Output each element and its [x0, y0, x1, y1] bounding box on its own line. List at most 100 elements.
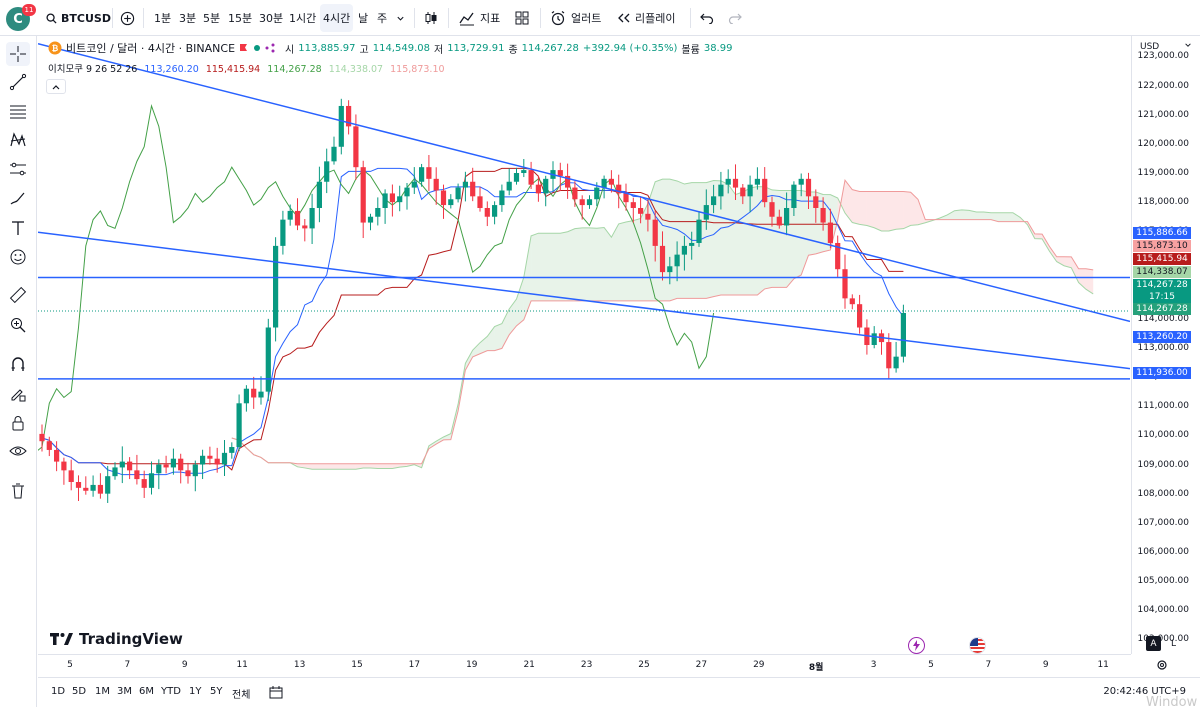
emoji-tool[interactable] — [6, 245, 30, 269]
range-6m[interactable]: 6M — [139, 686, 154, 697]
candle[interactable] — [404, 187, 410, 197]
candle[interactable] — [214, 458, 220, 465]
candle[interactable] — [769, 202, 775, 217]
goto-date-button[interactable] — [269, 685, 283, 702]
candle[interactable] — [419, 167, 425, 182]
candle[interactable] — [886, 342, 892, 369]
candle[interactable] — [718, 184, 724, 197]
layout-button[interactable] — [515, 0, 529, 36]
candle[interactable] — [835, 242, 841, 270]
chart-type-button[interactable] — [423, 0, 439, 36]
interval-week[interactable]: 주 — [377, 12, 388, 25]
candle[interactable] — [178, 458, 184, 471]
candle[interactable] — [776, 216, 782, 226]
pattern-tool[interactable] — [6, 128, 30, 152]
projection-tool[interactable] — [6, 157, 30, 181]
chart-pane[interactable] — [38, 36, 1130, 654]
event-flash-icon[interactable] — [908, 637, 925, 654]
candle[interactable] — [462, 181, 468, 188]
candle[interactable] — [273, 245, 279, 328]
candle[interactable] — [711, 196, 717, 206]
candle[interactable] — [827, 222, 833, 243]
candle[interactable] — [207, 455, 213, 459]
range-1d[interactable]: 1D — [51, 686, 66, 697]
candle[interactable] — [97, 484, 103, 494]
candle[interactable] — [900, 312, 906, 357]
candle[interactable] — [75, 482, 82, 488]
candle[interactable] — [681, 245, 687, 255]
candle[interactable] — [521, 170, 527, 174]
candle[interactable] — [630, 202, 636, 208]
candle[interactable] — [696, 219, 702, 243]
candle[interactable] — [302, 225, 308, 229]
interval-1m[interactable]: 1분 — [154, 12, 172, 25]
candle[interactable] — [594, 187, 600, 200]
candle[interactable] — [659, 245, 666, 273]
candle[interactable] — [448, 199, 454, 206]
trendline[interactable] — [38, 43, 1130, 323]
candle[interactable] — [645, 213, 651, 220]
range-all[interactable]: 전체 — [232, 690, 251, 701]
candle[interactable] — [411, 181, 417, 188]
candle[interactable] — [784, 207, 790, 226]
text-tool[interactable] — [6, 216, 30, 240]
candle[interactable] — [477, 196, 483, 208]
candle[interactable] — [747, 184, 753, 197]
alert-button[interactable]: 얼러트 — [550, 0, 601, 36]
candle[interactable] — [543, 178, 549, 194]
candle[interactable] — [732, 178, 739, 188]
fib-tool[interactable] — [6, 99, 30, 123]
candle[interactable] — [185, 470, 191, 477]
candle[interactable] — [61, 461, 67, 471]
candle[interactable] — [192, 464, 198, 477]
candle[interactable] — [762, 178, 768, 203]
candle[interactable] — [200, 455, 206, 465]
candle[interactable] — [791, 184, 797, 208]
candle[interactable] — [499, 190, 505, 206]
replay-button[interactable]: 리플레이 — [617, 0, 675, 36]
lock-all-tool[interactable] — [6, 411, 30, 435]
candle[interactable] — [638, 207, 644, 214]
candle[interactable] — [754, 178, 760, 185]
candle[interactable] — [39, 433, 45, 442]
interval-dropdown[interactable] — [396, 0, 405, 36]
candle[interactable] — [243, 388, 249, 404]
crosshair-tool[interactable] — [6, 42, 30, 66]
time-axis-settings[interactable] — [1156, 659, 1168, 674]
candle[interactable] — [813, 196, 819, 208]
candle[interactable] — [440, 190, 447, 206]
candle[interactable] — [54, 449, 60, 462]
candle[interactable] — [535, 184, 541, 194]
candle[interactable] — [221, 452, 228, 465]
candle[interactable] — [586, 199, 593, 206]
candle[interactable] — [608, 178, 614, 185]
candle[interactable] — [674, 254, 680, 267]
brush-tool[interactable] — [6, 186, 30, 210]
candle[interactable] — [857, 304, 863, 328]
interval-4h[interactable]: 4시간 — [320, 4, 354, 32]
range-5y[interactable]: 5Y — [210, 686, 223, 697]
candle[interactable] — [484, 207, 490, 217]
zoom-tool[interactable] — [6, 313, 30, 337]
interval-15m[interactable]: 15분 — [228, 12, 253, 25]
candle[interactable] — [397, 196, 403, 203]
currency-selector[interactable]: USD — [1140, 41, 1192, 52]
candle[interactable] — [513, 173, 520, 182]
trendline-tool[interactable] — [6, 70, 30, 94]
candle[interactable] — [141, 479, 147, 488]
candle[interactable] — [287, 210, 293, 220]
candle[interactable] — [127, 461, 133, 471]
candle[interactable] — [331, 146, 337, 162]
time-axis[interactable]: 5 7 9 11 13 15 17 19 21 23 25 27 29 8월 3 5 7 9 11 — [38, 654, 1131, 676]
candle[interactable] — [389, 193, 395, 203]
candle[interactable] — [601, 178, 607, 188]
candle[interactable] — [725, 178, 731, 185]
candle[interactable] — [433, 178, 439, 191]
candle[interactable] — [667, 266, 673, 273]
candle[interactable] — [294, 210, 301, 226]
candle[interactable] — [105, 476, 111, 494]
candle[interactable] — [338, 105, 344, 147]
candle[interactable] — [455, 187, 461, 200]
candle[interactable] — [871, 333, 877, 345]
candle[interactable] — [163, 464, 169, 468]
